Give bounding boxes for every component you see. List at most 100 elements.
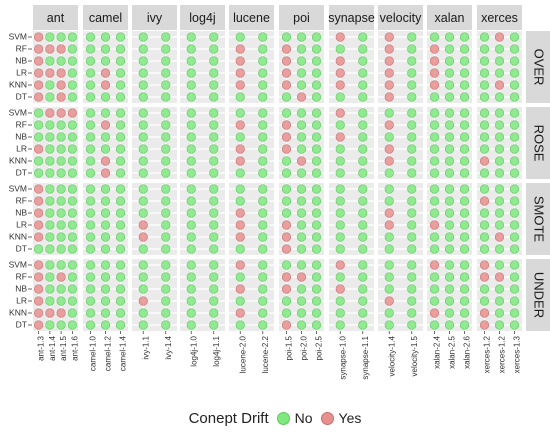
data-point bbox=[358, 132, 368, 142]
data-point bbox=[56, 92, 66, 102]
data-point bbox=[407, 244, 417, 254]
data-point bbox=[281, 108, 292, 118]
data-point bbox=[509, 272, 520, 282]
data-point bbox=[281, 260, 292, 270]
data-point bbox=[358, 56, 368, 66]
data-point bbox=[384, 184, 394, 194]
data-point bbox=[407, 144, 417, 154]
panel-background bbox=[33, 183, 78, 255]
data-point bbox=[384, 108, 394, 118]
data-point bbox=[85, 168, 96, 178]
data-point bbox=[479, 196, 490, 206]
data-point bbox=[67, 184, 77, 194]
data-point bbox=[281, 232, 292, 242]
data-point bbox=[67, 108, 77, 118]
data-point bbox=[161, 92, 171, 102]
method-strip bbox=[526, 183, 550, 255]
data-point bbox=[209, 92, 219, 102]
data-point bbox=[186, 156, 196, 166]
data-point bbox=[296, 68, 307, 78]
project-strip bbox=[378, 5, 423, 30]
data-point bbox=[444, 108, 455, 118]
version-tick-label: poi-1.5 bbox=[285, 335, 294, 360]
data-point bbox=[459, 320, 470, 330]
data-point bbox=[100, 108, 111, 118]
data-point bbox=[296, 220, 307, 230]
data-point bbox=[186, 120, 196, 130]
data-point bbox=[281, 196, 292, 206]
data-point bbox=[509, 320, 520, 330]
panel-background bbox=[378, 259, 423, 331]
data-point bbox=[407, 80, 417, 90]
data-point bbox=[85, 92, 96, 102]
data-point bbox=[67, 308, 77, 318]
data-point bbox=[281, 132, 292, 142]
data-point bbox=[479, 56, 490, 66]
data-point bbox=[494, 272, 505, 282]
data-point bbox=[138, 56, 148, 66]
classifier-tick-label: SVM bbox=[9, 183, 27, 193]
data-point bbox=[459, 220, 470, 230]
data-point bbox=[311, 232, 322, 242]
data-point bbox=[509, 184, 520, 194]
data-point bbox=[258, 196, 268, 206]
data-point bbox=[335, 132, 345, 142]
data-point bbox=[311, 272, 322, 282]
data-point bbox=[100, 308, 111, 318]
data-point bbox=[258, 32, 268, 42]
data-point bbox=[429, 196, 440, 206]
data-point bbox=[45, 80, 55, 90]
data-point bbox=[115, 108, 126, 118]
data-point bbox=[186, 296, 196, 306]
data-point bbox=[296, 108, 307, 118]
data-point bbox=[479, 272, 490, 282]
classifier-tick-label: KNN bbox=[9, 307, 27, 317]
data-point bbox=[34, 296, 44, 306]
data-point bbox=[281, 32, 292, 42]
data-point bbox=[209, 184, 219, 194]
data-point bbox=[67, 120, 77, 130]
data-point bbox=[67, 92, 77, 102]
data-point bbox=[358, 168, 368, 178]
data-point bbox=[429, 108, 440, 118]
data-point bbox=[459, 284, 470, 294]
data-point bbox=[138, 92, 148, 102]
data-point bbox=[335, 44, 345, 54]
data-point bbox=[444, 132, 455, 142]
data-point bbox=[384, 220, 394, 230]
data-point bbox=[138, 120, 148, 130]
data-point bbox=[429, 244, 440, 254]
classifier-tick-label: LR bbox=[16, 219, 27, 229]
data-point bbox=[115, 144, 126, 154]
data-point bbox=[56, 120, 66, 130]
data-point bbox=[311, 320, 322, 330]
data-point bbox=[358, 156, 368, 166]
data-point bbox=[459, 168, 470, 178]
data-point bbox=[235, 196, 245, 206]
data-point bbox=[281, 168, 292, 178]
project-strip-label: ant bbox=[47, 11, 65, 25]
data-point bbox=[311, 56, 322, 66]
data-point bbox=[258, 208, 268, 218]
data-point bbox=[281, 184, 292, 194]
data-point bbox=[115, 132, 126, 142]
data-point bbox=[384, 168, 394, 178]
data-point bbox=[85, 308, 96, 318]
data-point bbox=[444, 44, 455, 54]
data-point bbox=[138, 208, 148, 218]
data-point bbox=[67, 168, 77, 178]
data-point bbox=[100, 68, 111, 78]
data-point bbox=[85, 132, 96, 142]
data-point bbox=[115, 320, 126, 330]
data-point bbox=[358, 92, 368, 102]
data-point bbox=[444, 320, 455, 330]
data-point bbox=[429, 296, 440, 306]
data-point bbox=[296, 272, 307, 282]
data-point bbox=[56, 260, 66, 270]
data-point bbox=[429, 68, 440, 78]
data-point bbox=[56, 308, 66, 318]
data-point bbox=[296, 80, 307, 90]
data-point bbox=[444, 92, 455, 102]
data-point bbox=[358, 232, 368, 242]
